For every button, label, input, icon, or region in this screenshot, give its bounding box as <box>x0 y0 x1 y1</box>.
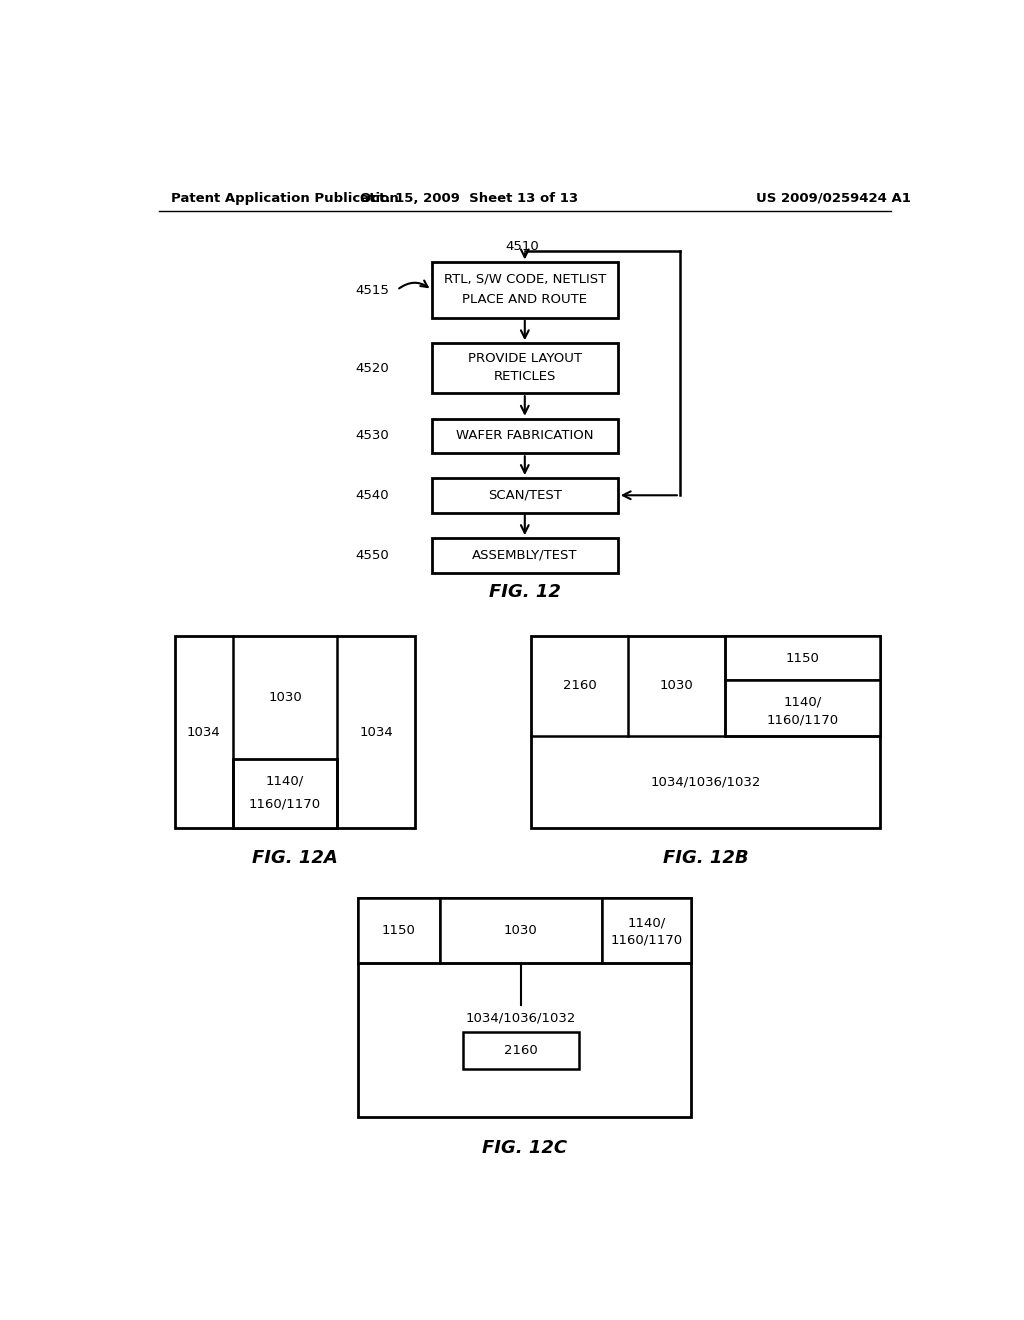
Bar <box>463 1032 579 1069</box>
Text: 4520: 4520 <box>355 362 389 375</box>
Text: PROVIDE LAYOUT: PROVIDE LAYOUT <box>468 352 582 366</box>
Bar <box>439 898 602 964</box>
Text: 2160: 2160 <box>562 680 596 693</box>
Text: WAFER FABRICATION: WAFER FABRICATION <box>456 429 594 442</box>
Text: 1030: 1030 <box>268 690 302 704</box>
Text: 4540: 4540 <box>355 488 389 502</box>
Text: 1140/: 1140/ <box>783 696 821 709</box>
Bar <box>432 343 617 393</box>
Text: 1140/: 1140/ <box>266 774 304 787</box>
Text: 4515: 4515 <box>355 284 389 297</box>
Text: 1030: 1030 <box>659 680 693 693</box>
Text: 1034: 1034 <box>186 726 220 739</box>
Text: 1150: 1150 <box>785 652 819 665</box>
Bar <box>432 539 617 573</box>
Text: 1034/1036/1032: 1034/1036/1032 <box>650 776 761 788</box>
Text: PLACE AND ROUTE: PLACE AND ROUTE <box>462 293 588 306</box>
Text: US 2009/0259424 A1: US 2009/0259424 A1 <box>756 191 910 205</box>
Text: FIG. 12: FIG. 12 <box>488 583 561 601</box>
Text: 1160/1170: 1160/1170 <box>766 713 839 726</box>
Text: 4530: 4530 <box>355 429 389 442</box>
Bar <box>358 898 691 1117</box>
Text: 1034/1036/1032: 1034/1036/1032 <box>466 1011 577 1024</box>
Text: 4510: 4510 <box>506 240 540 252</box>
Text: FIG. 12B: FIG. 12B <box>663 849 749 866</box>
Text: Oct. 15, 2009  Sheet 13 of 13: Oct. 15, 2009 Sheet 13 of 13 <box>360 191 579 205</box>
FancyArrowPatch shape <box>399 281 428 288</box>
Text: 1030: 1030 <box>504 924 538 937</box>
Text: 1150: 1150 <box>382 924 416 937</box>
Text: 4550: 4550 <box>355 549 389 562</box>
Text: SCAN/TEST: SCAN/TEST <box>487 488 562 502</box>
Text: 1160/1170: 1160/1170 <box>610 933 683 946</box>
Bar <box>725 636 880 681</box>
Bar <box>725 681 880 737</box>
Text: Patent Application Publication: Patent Application Publication <box>171 191 398 205</box>
Bar <box>432 478 617 512</box>
Bar <box>232 759 337 829</box>
Text: 1160/1170: 1160/1170 <box>249 797 321 810</box>
Text: ASSEMBLY/TEST: ASSEMBLY/TEST <box>472 549 578 562</box>
Text: FIG. 12A: FIG. 12A <box>252 849 338 866</box>
Bar <box>174 636 415 829</box>
Text: RTL, S/W CODE, NETLIST: RTL, S/W CODE, NETLIST <box>443 273 606 286</box>
Text: 2160: 2160 <box>504 1044 538 1057</box>
Bar <box>432 263 617 318</box>
Bar <box>602 898 691 964</box>
Bar <box>358 898 439 964</box>
Bar <box>531 636 880 829</box>
Text: RETICLES: RETICLES <box>494 370 556 383</box>
Bar <box>432 418 617 453</box>
Text: 1140/: 1140/ <box>628 916 666 929</box>
Text: FIG. 12C: FIG. 12C <box>482 1139 567 1156</box>
Text: 1034: 1034 <box>359 726 393 739</box>
